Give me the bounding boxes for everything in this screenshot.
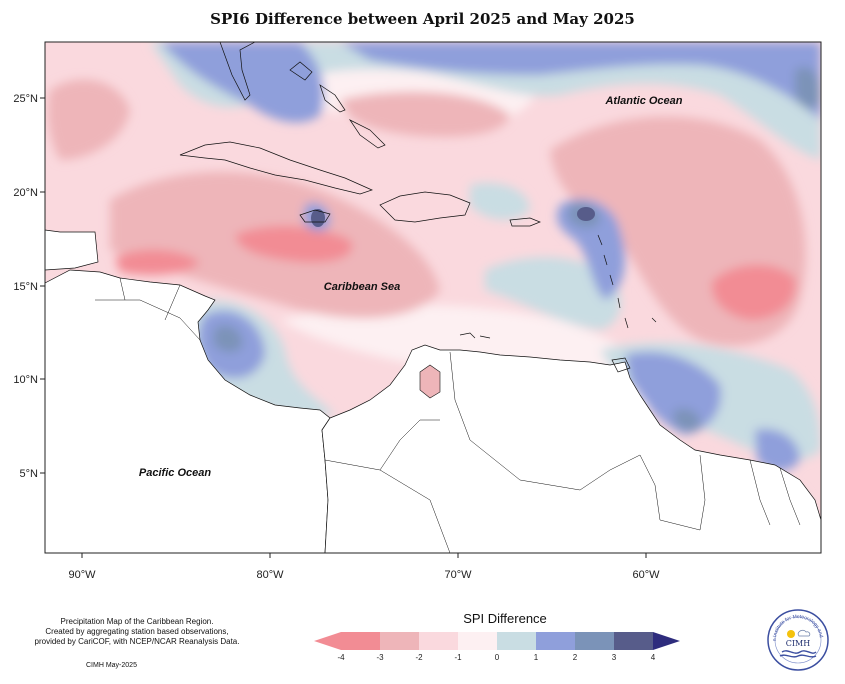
hispaniola-outline [379,191,471,223]
credit-line-3: provided by CariCOF, with NCEP/NCAR Rean… [34,637,240,646]
wave-icon [781,650,817,654]
field-wet-antilles [556,199,625,300]
legend-tick-4: 4 [651,653,656,662]
label-atlantic-ocean: Atlantic Ocean [604,95,682,107]
lat-axis: 25°N 20°N 15°N 10°N 5°N [13,93,45,480]
legend-swatch-6 [536,632,575,650]
credit-text: Precipitation Map of the Caribbean Regio… [14,617,260,647]
map-field: Atlantic Ocean Caribbean Sea Pacific Oce… [45,42,821,553]
legend-swatch-3 [419,632,458,650]
field-dry-strong-central [235,225,353,263]
field-wet-core-jamaica [311,209,325,227]
field-wet-atlantic-north [340,42,821,120]
legend-swatch-7 [575,632,614,650]
land-south-america [321,344,821,553]
date-stamp: CIMH May-2025 [86,662,137,669]
field-wet-venezuela [625,351,721,435]
jamaica-outline [299,209,331,223]
legend-swatch-5 [497,632,536,650]
legend-tick-3: 3 [612,653,617,662]
lon-label-90w: 90°W [68,569,96,581]
field-dry-strong-west [115,249,200,275]
logo-name: CIMH [786,639,810,648]
legend-arrow-left [314,632,341,650]
lat-label-20n: 20°N [13,187,38,199]
legend-tick-m3: -3 [376,653,384,662]
map-frame [44,41,822,554]
lon-label-60w: 60°W [632,569,660,581]
lat-label-10n: 10°N [13,374,38,386]
legend-colorbar: -4 -3 -2 -1 0 1 2 3 4 [314,632,680,662]
label-pacific-ocean: Pacific Ocean [139,467,211,479]
land-yucatan [45,229,99,271]
legend-tick-1: 1 [534,653,539,662]
puerto-rico-outline [509,217,541,227]
cuba-outline [179,141,373,195]
field-dry-northwest [47,79,130,160]
abc-islands-outline [459,332,491,339]
credit-line-2: Created by aggregating station based obs… [45,627,229,636]
legend-title: SPI Difference [463,611,547,626]
field-wet-core-antilles [577,207,595,221]
legend-tick-m4: -4 [337,653,345,662]
legend-swatch-2 [380,632,419,650]
sun-icon [787,630,795,638]
cimh-logo: Caribbean Institute for Meteorology and … [766,608,829,671]
field-wet-strong-venezuela [673,408,701,432]
florida-outline [160,42,256,101]
legend-swatch-1 [341,632,380,650]
legend-tick-m2: -2 [415,653,423,662]
lake-maracaibo [419,364,441,399]
lon-label-80w: 80°W [256,569,284,581]
field-wet-suriname [755,429,800,472]
lesser-antilles-outline [597,234,657,329]
lat-label-15n: 15°N [13,281,38,293]
field-wet-strong-costa-rica [213,325,243,353]
field-wet-florida [160,42,324,123]
legend-swatch-8 [614,632,653,650]
bahamas-outline [289,61,386,149]
map-title: SPI6 Difference between April 2025 and M… [210,10,635,28]
field-dry-strong-atlantic [711,264,796,320]
cloud-icon [797,629,811,637]
legend-swatch-4 [458,632,497,650]
country-borders [95,277,801,553]
field-wet-strong-atlantic-ne [795,67,821,110]
lon-axis: 90°W 80°W 70°W 60°W [68,553,660,581]
field-wet-light-pr [470,182,530,220]
island-outlines [160,42,657,373]
legend-tick-m1: -1 [454,653,462,662]
legend-tick-2: 2 [573,653,578,662]
legend-arrow-right [653,632,680,650]
legend-tick-0: 0 [495,653,500,662]
field-dry-bahamas [340,91,510,137]
lat-label-25n: 25°N [13,93,38,105]
credit-line-1: Precipitation Map of the Caribbean Regio… [60,617,214,626]
trinidad-outline [611,357,631,373]
label-caribbean-sea: Caribbean Sea [324,281,400,293]
field-wet-light-lesser [485,257,621,330]
lon-label-70w: 70°W [444,569,472,581]
lat-label-5n: 5°N [20,468,39,480]
